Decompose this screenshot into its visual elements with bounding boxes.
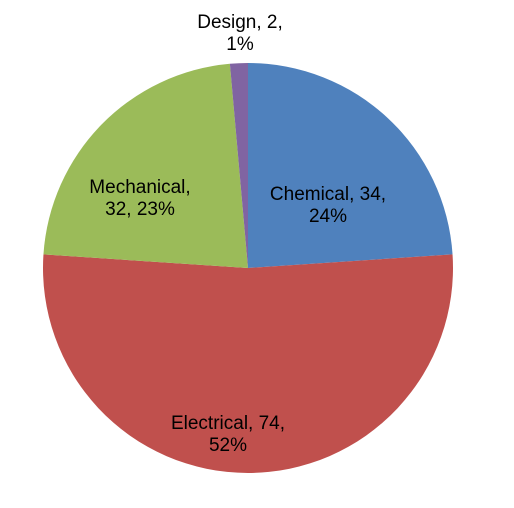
data-label: Mechanical, 32, 23% — [89, 177, 191, 220]
pie-slice — [248, 63, 453, 268]
pie-slice — [42, 254, 454, 474]
pie-slice — [229, 63, 248, 268]
data-label: Electrical, 74, 52% — [170, 413, 286, 456]
data-label: Design, 2, 1% — [197, 12, 283, 55]
data-label: Chemical, 34, 24% — [269, 184, 387, 227]
pie-slice — [43, 63, 248, 268]
